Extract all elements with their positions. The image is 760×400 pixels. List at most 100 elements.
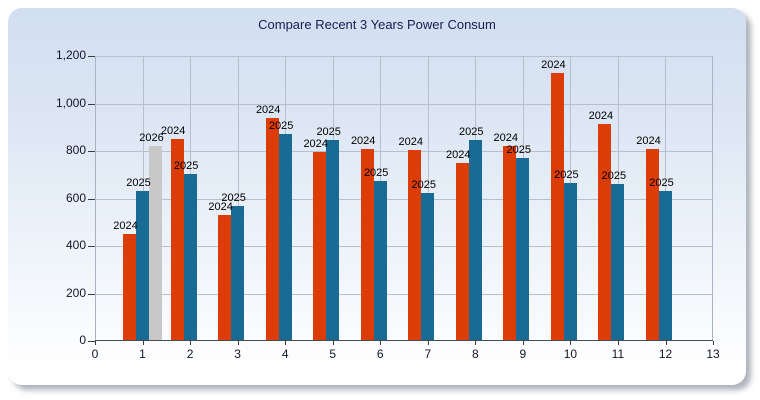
bar-2026-month-1 — [149, 146, 162, 341]
plot-area: 2024 2024 2024 2024 2024 2024 2024 2024 2024 2024… — [95, 56, 713, 341]
bar-2025-month-5 — [326, 140, 340, 341]
bar-2025-month-1 — [136, 191, 149, 341]
x-axis-tick-label: 5 — [329, 347, 337, 361]
x-axis-tick-label: 7 — [424, 347, 432, 361]
gridline-vertical — [237, 56, 239, 341]
x-axis-tick — [95, 341, 96, 345]
y-axis-tick-label: 400 — [65, 238, 86, 252]
bar-2024-month-11 — [598, 123, 612, 341]
chart-panel: Compare Recent 3 Years Power Consum 2024… — [8, 8, 746, 385]
bar-label: 2025 — [316, 126, 341, 139]
x-axis-tick-label: 11 — [611, 347, 625, 361]
bar-label: 2024 — [398, 135, 424, 148]
bar-label: 2025 — [601, 170, 627, 183]
bar-2024-month-5 — [313, 152, 327, 341]
bar-label: 2026 — [139, 132, 164, 145]
bar-2025-month-9 — [516, 158, 530, 341]
bar-2024-month-12 — [646, 148, 659, 341]
bar-label: 2025 — [649, 177, 674, 190]
chart-title: Compare Recent 3 Years Power Consum — [258, 17, 496, 32]
y-axis-tick-label: 800 — [65, 143, 86, 157]
bar-label: 2025 — [126, 177, 151, 190]
bar-2024-month-10 — [550, 72, 564, 341]
bar-label: 2024 — [588, 109, 614, 122]
bar-label: 2025 — [411, 178, 437, 191]
bar-2025-month-11 — [611, 184, 625, 341]
bar-label: 2024 — [541, 58, 566, 71]
x-axis-tick-label: 12 — [658, 347, 673, 361]
y-axis-tick — [88, 293, 95, 295]
y-axis-tick — [88, 103, 95, 105]
x-axis-tick — [332, 341, 334, 345]
bar-2025-month-7 — [421, 192, 435, 341]
bar-2025-month-2 — [183, 173, 197, 341]
bar-label: 2024 — [446, 148, 471, 161]
bar-label: 2025 — [459, 126, 484, 139]
y-axis-tick — [88, 56, 95, 57]
x-axis-tick-label: 2 — [186, 347, 194, 361]
bar-2025-month-3 — [231, 205, 245, 341]
bar-label: 2024 — [303, 138, 328, 151]
bar-2024-month-9 — [503, 146, 517, 341]
y-axis-tick — [88, 246, 95, 247]
bar-2025-month-4 — [278, 134, 292, 341]
x-axis-tick — [617, 341, 619, 345]
x-axis-tick — [522, 341, 524, 345]
x-axis-tick-label: 10 — [563, 347, 578, 361]
x-axis-tick-label: 13 — [706, 347, 720, 361]
x-axis-tick — [380, 341, 382, 345]
y-axis-tick — [88, 341, 95, 342]
bar-2025-month-6 — [373, 180, 387, 341]
y-axis-tick-label: 1,200 — [55, 48, 86, 62]
gridline-horizontal — [95, 103, 713, 105]
gridline-horizontal — [95, 246, 713, 247]
bar-label: 2024 — [208, 201, 233, 214]
gridline-horizontal — [95, 151, 713, 152]
bar-label: 2025 — [506, 144, 532, 157]
bar-label: 2024 — [493, 132, 519, 145]
gridline-horizontal — [95, 198, 713, 200]
bar-2024-month-7 — [408, 149, 422, 341]
y-axis-tick — [88, 151, 95, 152]
bar-2025-month-8 — [468, 140, 482, 341]
y-axis-tick — [88, 198, 95, 200]
x-axis-line — [95, 340, 713, 341]
bar-2024-month-1 — [123, 234, 136, 341]
x-axis-tick-label: 1 — [139, 347, 146, 361]
y-axis-tick-label: 1,000 — [55, 95, 86, 110]
bar-label: 2025 — [221, 191, 246, 204]
bar-2024-month-3 — [218, 215, 232, 341]
y-axis-tick-label: 600 — [65, 190, 86, 205]
bar-label: 2025 — [173, 159, 199, 172]
x-axis-tick — [475, 341, 477, 345]
x-axis-tick — [285, 341, 287, 345]
x-axis-tick — [570, 341, 572, 345]
gridline-horizontal — [95, 56, 713, 57]
bar-label: 2024 — [255, 103, 281, 116]
y-axis-tick-label: 0 — [79, 333, 86, 347]
bar-2025-month-12 — [659, 191, 672, 341]
x-axis-tick — [427, 341, 429, 345]
x-axis-tick — [190, 341, 192, 345]
bar-2025-month-10 — [563, 183, 577, 341]
bar-2024-month-6 — [360, 148, 374, 341]
x-axis-tick-label: 3 — [234, 347, 241, 361]
gridline-horizontal — [95, 293, 713, 295]
y-axis-tick-label: 200 — [65, 285, 86, 300]
x-axis-tick-label: 8 — [471, 347, 479, 361]
bar-label: 2024 — [160, 125, 186, 138]
x-axis-tick — [713, 341, 714, 345]
x-axis-tick — [142, 341, 144, 345]
bar-2024-month-4 — [265, 117, 279, 341]
bar-2024-month-2 — [170, 139, 184, 341]
bar-label: 2024 — [113, 220, 138, 233]
x-axis-tick-label: 6 — [376, 347, 384, 361]
bar-label: 2024 — [350, 134, 376, 147]
bar-2024-month-8 — [455, 162, 469, 341]
bar-label: 2025 — [268, 120, 294, 133]
bar-label: 2024 — [636, 134, 661, 147]
x-axis-tick-label: 4 — [281, 347, 289, 361]
x-axis-tick-label: 0 — [91, 347, 99, 361]
x-axis-tick — [237, 341, 239, 345]
